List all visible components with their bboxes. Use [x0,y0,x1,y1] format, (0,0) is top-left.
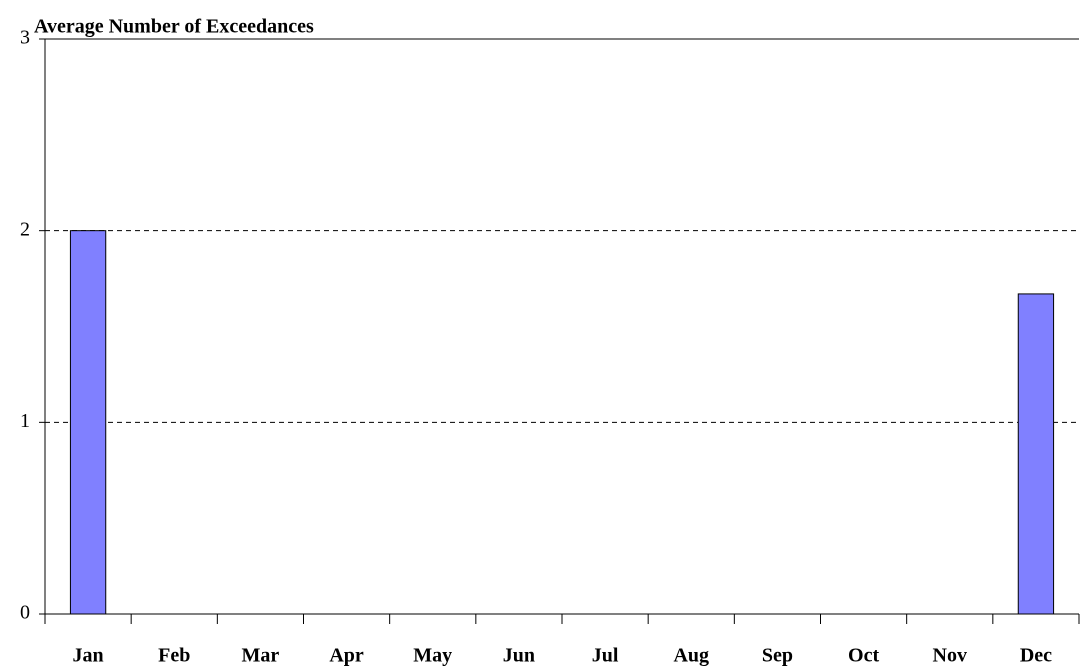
y-tick-label: 3 [20,27,30,49]
x-tick-label: Oct [848,645,879,667]
x-tick-label: Feb [158,645,190,667]
x-tick-label: Sep [762,645,793,667]
x-tick-label: Nov [933,645,967,667]
bar [1017,293,1055,615]
x-tick-label: Jul [592,645,619,667]
y-tick-label: 0 [20,602,30,624]
x-tick-label: Aug [673,645,709,667]
chart-title: Average Number of Exceedances [34,16,314,38]
y-tick-label: 1 [20,410,30,432]
bar [69,230,107,615]
x-tick-label: Apr [329,645,364,667]
x-tick-label: Mar [242,645,280,667]
x-tick-label: Jun [503,645,535,667]
y-tick-label: 2 [20,218,30,240]
x-tick-label: Jan [73,645,104,667]
x-tick-label: Dec [1020,645,1052,667]
x-tick-label: May [413,645,452,667]
